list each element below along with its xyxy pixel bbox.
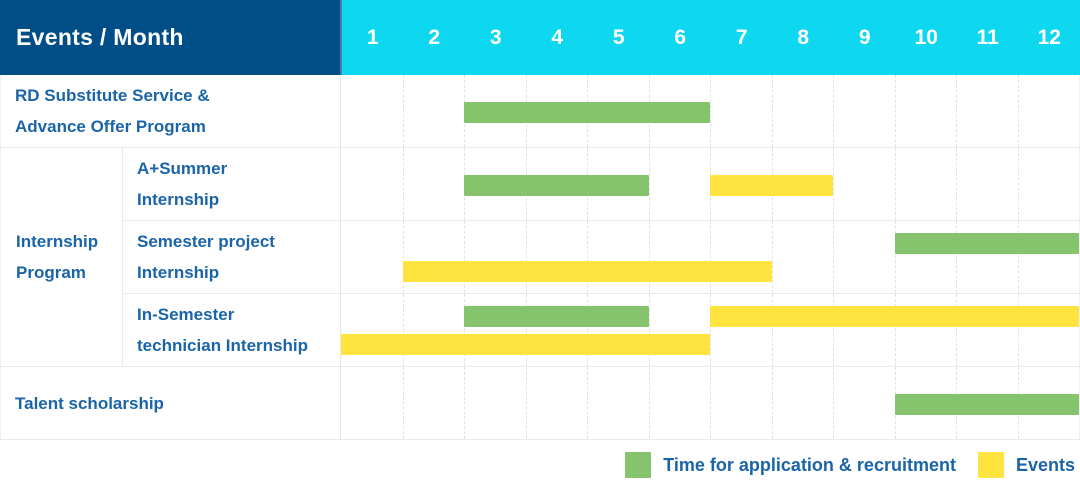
row-label-a-plus-summer-internship: A+Summer Internship (123, 148, 340, 221)
month-gridline (1017, 148, 1019, 220)
row-chart (340, 221, 1079, 294)
month-header-cell: 4 (551, 25, 564, 49)
month-gridline (956, 221, 957, 293)
month-gridline (771, 75, 773, 147)
row-chart (340, 148, 1079, 221)
month-header-cell: 3 (489, 25, 502, 49)
month-gridline (402, 148, 404, 220)
month-gridline (894, 221, 896, 293)
month-header-cell: 7 (735, 25, 748, 49)
month-header-cell: 6 (674, 25, 687, 49)
header-row: Events / Month 1 2 3 4 5 6 7 8 9 10 11 1… (0, 0, 1080, 75)
month-gridline (956, 75, 957, 147)
month-gridline (710, 367, 711, 439)
row-label-in-semester-technician-internship: In-Semester technician Internship (123, 294, 340, 367)
application-bar (894, 394, 1079, 415)
row-label-talent-scholarship: Talent scholarship (1, 367, 340, 440)
month-gridline (894, 148, 896, 220)
month-gridline (710, 294, 711, 366)
month-gridline (402, 75, 404, 147)
month-gridline (648, 148, 650, 220)
row-label-semester-project-internship: Semester project Internship (123, 221, 340, 294)
month-gridline (956, 294, 957, 366)
month-gridline (894, 75, 896, 147)
month-header-cell: 1 (366, 25, 379, 49)
month-gridline (1017, 294, 1019, 366)
event-bar (402, 261, 772, 282)
gantt-body: RD Substitute Service & Advance Offer Pr… (0, 75, 1080, 440)
legend-label-events: Events (1015, 454, 1075, 475)
month-gridline (771, 221, 773, 293)
row-chart (340, 75, 1079, 148)
month-gridline (771, 294, 773, 366)
month-gridline (402, 294, 404, 366)
month-header-cell: 5 (612, 25, 625, 49)
month-gridline (402, 221, 404, 293)
month-axis: 1 2 3 4 5 6 7 8 9 10 11 12 (340, 0, 1080, 75)
month-gridline (771, 367, 773, 439)
month-gridline (464, 221, 465, 293)
month-gridline (648, 294, 650, 366)
month-gridline (710, 75, 711, 147)
legend-item-events: Events (977, 452, 1075, 478)
application-color-swatch (625, 452, 652, 478)
month-gridline (587, 367, 588, 439)
month-gridline (587, 294, 588, 366)
month-header-cell: 9 (858, 25, 871, 49)
month-gridline (894, 294, 896, 366)
row-label-rd-substitute-service: RD Substitute Service & Advance Offer Pr… (1, 75, 340, 148)
month-gridline (833, 367, 834, 439)
month-gridline (648, 367, 650, 439)
month-gridline (710, 221, 711, 293)
header-events-month-label: Events / Month (0, 0, 340, 75)
event-bar (710, 306, 1079, 327)
application-bar (894, 233, 1079, 254)
month-gridline (833, 221, 834, 293)
events-color-swatch (977, 452, 1004, 478)
application-bar (464, 306, 649, 327)
month-gridline (464, 294, 465, 366)
month-gridline (402, 367, 404, 439)
month-header-cell: 12 (1037, 25, 1061, 49)
month-gridline (464, 367, 465, 439)
month-gridline (833, 75, 834, 147)
month-gridline (1017, 75, 1019, 147)
month-gridline (833, 294, 834, 366)
month-gridline (525, 294, 527, 366)
month-header-cell: 2 (428, 25, 441, 49)
application-bar (464, 102, 710, 123)
application-bar (464, 175, 649, 196)
month-gridline (525, 221, 527, 293)
month-header-cell: 11 (976, 25, 999, 49)
month-gridline (525, 367, 527, 439)
month-gridline (648, 221, 650, 293)
row-chart (340, 367, 1079, 440)
group-label-internship-program: Internship Program (1, 148, 123, 367)
row-chart (340, 294, 1079, 367)
month-gridline (1017, 221, 1019, 293)
legend-item-application: Time for application & recruitment (625, 452, 956, 478)
month-gridline (956, 148, 957, 220)
month-gridline (587, 221, 588, 293)
legend-label-application: Time for application & recruitment (663, 454, 956, 475)
event-bar (710, 175, 833, 196)
month-header-cell: 8 (797, 25, 810, 49)
month-gridline (833, 148, 834, 220)
event-bar (341, 334, 710, 355)
month-header-cell: 10 (914, 25, 938, 49)
legend: Time for application & recruitment Event… (625, 452, 1075, 478)
